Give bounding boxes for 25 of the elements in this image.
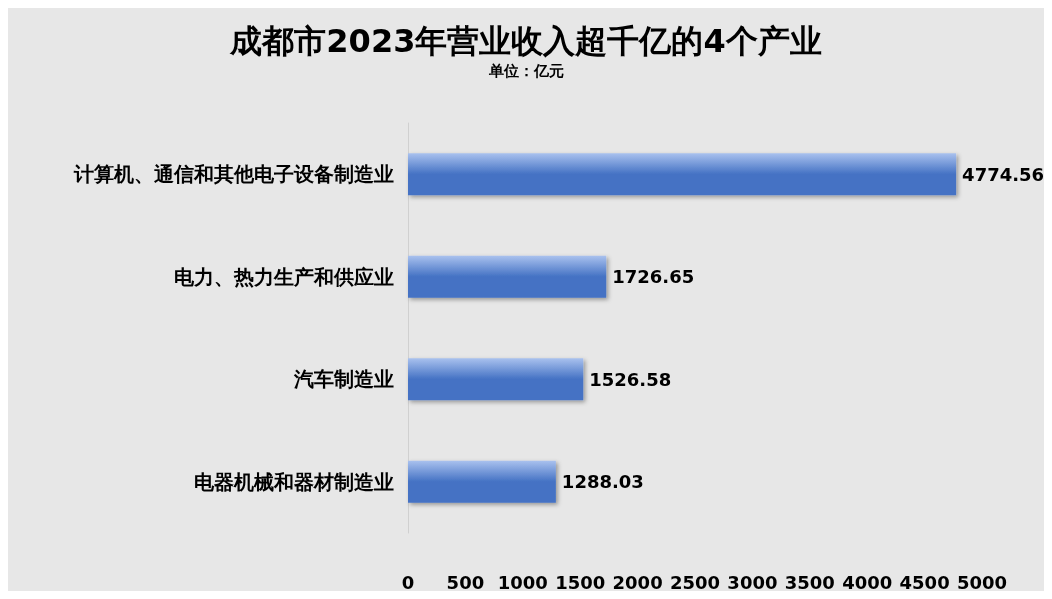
data-label: 1526.58 <box>589 368 672 390</box>
data-label: 4774.56 <box>962 163 1045 185</box>
x-tick-label: 1000 <box>497 571 548 593</box>
y-tick-label: 电力、热力生产和供应业 <box>174 264 394 289</box>
x-tick-label: 2000 <box>612 571 663 593</box>
x-tick-label: 0 <box>401 571 415 593</box>
x-tick-label: 5000 <box>956 571 1008 593</box>
x-tick-label: 4000 <box>842 571 893 593</box>
y-tick-label: 计算机、通信和其他电子设备制造业 <box>73 162 394 187</box>
x-tick-label: 3000 <box>727 571 778 593</box>
bar <box>408 358 584 401</box>
y-tick-label: 电器机械和器材制造业 <box>194 469 394 494</box>
x-tick-label: 3500 <box>784 571 835 593</box>
bar <box>408 255 607 298</box>
bar <box>408 460 556 503</box>
data-label: 1288.03 <box>561 471 644 493</box>
x-tick-label: 4500 <box>899 571 950 593</box>
data-label: 1726.65 <box>612 266 695 288</box>
x-tick-label: 2500 <box>669 571 721 593</box>
x-tick-label: 500 <box>446 571 485 593</box>
chart-subtitle: 单位：亿元 <box>487 61 564 80</box>
bar <box>408 153 957 196</box>
chart-title: 成都市2023年营业收入超千亿的4个产业 <box>229 22 822 60</box>
y-tick-label: 汽车制造业 <box>293 367 394 392</box>
x-tick-label: 1500 <box>555 571 606 593</box>
